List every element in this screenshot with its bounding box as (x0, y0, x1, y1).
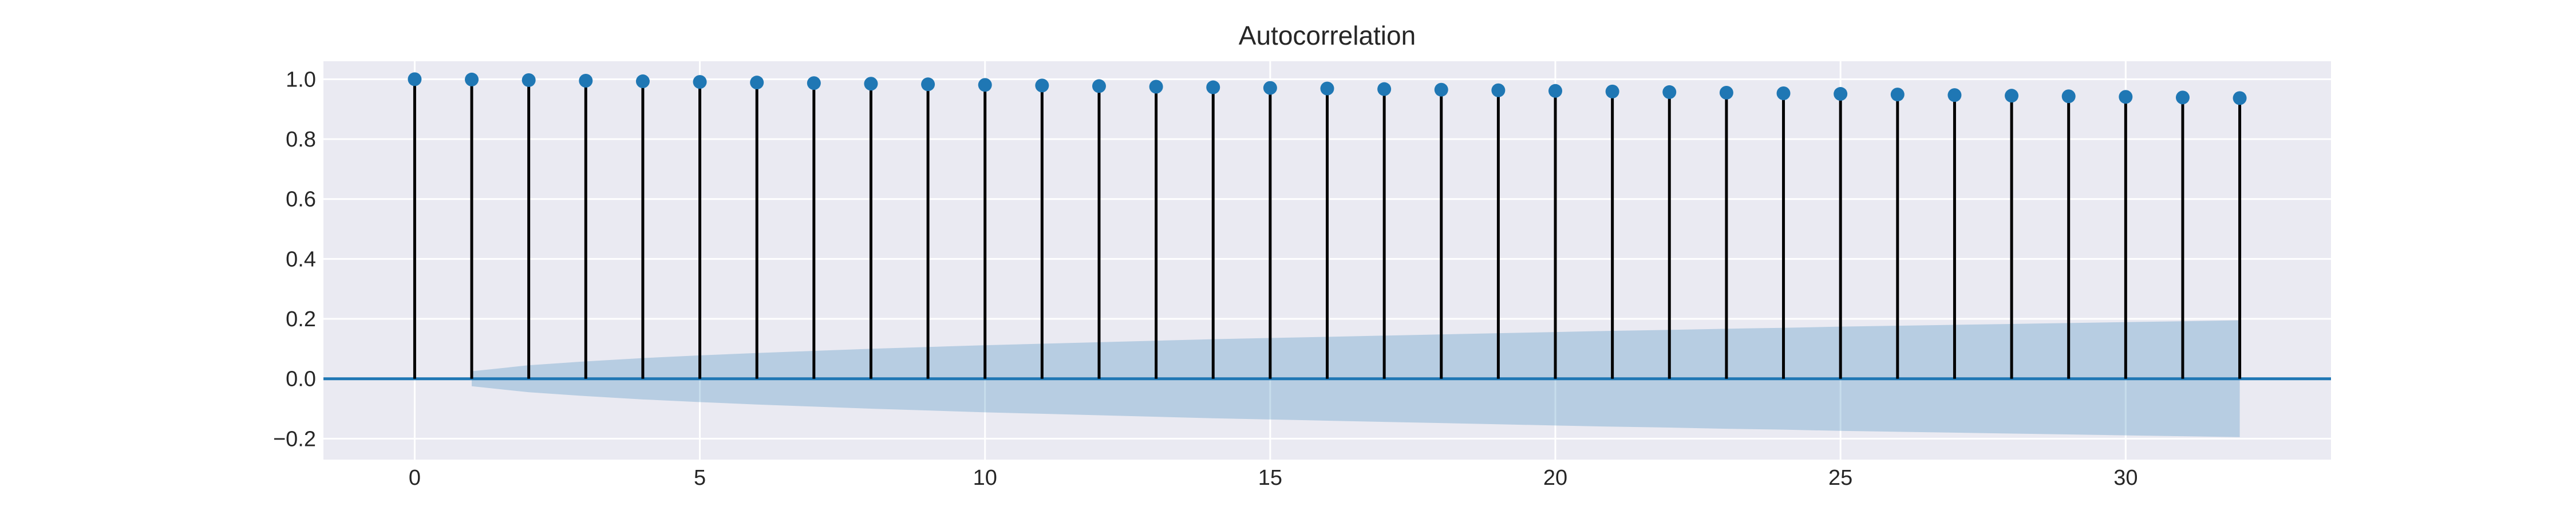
data-point (1662, 85, 1677, 99)
data-point (2175, 90, 2190, 105)
x-tick-labels: 0 5 10 15 20 25 30 (409, 466, 2138, 490)
data-point (1434, 82, 1448, 97)
markers (408, 72, 2247, 105)
data-point (1377, 82, 1392, 96)
y-tick-label: 0.6 (286, 188, 316, 212)
x-tick-label: 15 (1258, 466, 1282, 490)
x-tick-label: 25 (1828, 466, 1852, 490)
data-point (465, 72, 479, 86)
data-point (2005, 89, 2019, 103)
stems (413, 79, 2242, 379)
data-point (693, 75, 707, 89)
data-point (1719, 85, 1733, 100)
chart-title: Autocorrelation (1239, 21, 1416, 50)
data-point (1947, 88, 1962, 102)
y-tick-label: −0.2 (273, 427, 316, 451)
x-tick-label: 30 (2113, 466, 2138, 490)
x-tick-label: 0 (409, 466, 421, 490)
data-point (2233, 91, 2247, 105)
data-point (864, 77, 878, 91)
data-point (521, 73, 536, 87)
y-tick-label: 1.0 (286, 68, 316, 92)
data-point (750, 76, 764, 90)
x-tick-label: 20 (1543, 466, 1567, 490)
data-point (635, 74, 650, 89)
y-tick-labels: −0.2 0.0 0.2 0.4 0.6 0.8 1.0 (273, 68, 316, 451)
data-point (1605, 84, 1619, 98)
data-point (1035, 78, 1049, 93)
y-tick-label: 0.8 (286, 128, 316, 152)
data-point (807, 76, 821, 90)
data-point (1834, 87, 1848, 101)
data-point (1263, 81, 1277, 95)
data-point (1491, 83, 1506, 97)
y-tick-label: 0.4 (286, 247, 316, 271)
data-point (1149, 80, 1163, 94)
data-point (408, 72, 422, 86)
data-point (1092, 79, 1106, 93)
x-tick-label: 10 (973, 466, 997, 490)
data-point (579, 74, 593, 88)
data-point (921, 77, 935, 92)
data-point (2061, 89, 2076, 104)
y-tick-label: 0.0 (286, 367, 316, 392)
data-point (1890, 88, 1905, 102)
data-point (1776, 86, 1791, 100)
data-point (1320, 81, 1334, 96)
data-point (1548, 84, 1563, 98)
data-point (2119, 90, 2133, 104)
data-point (978, 78, 992, 92)
x-tick-label: 5 (694, 466, 706, 490)
y-tick-label: 0.2 (286, 307, 316, 331)
data-point (1206, 80, 1220, 94)
